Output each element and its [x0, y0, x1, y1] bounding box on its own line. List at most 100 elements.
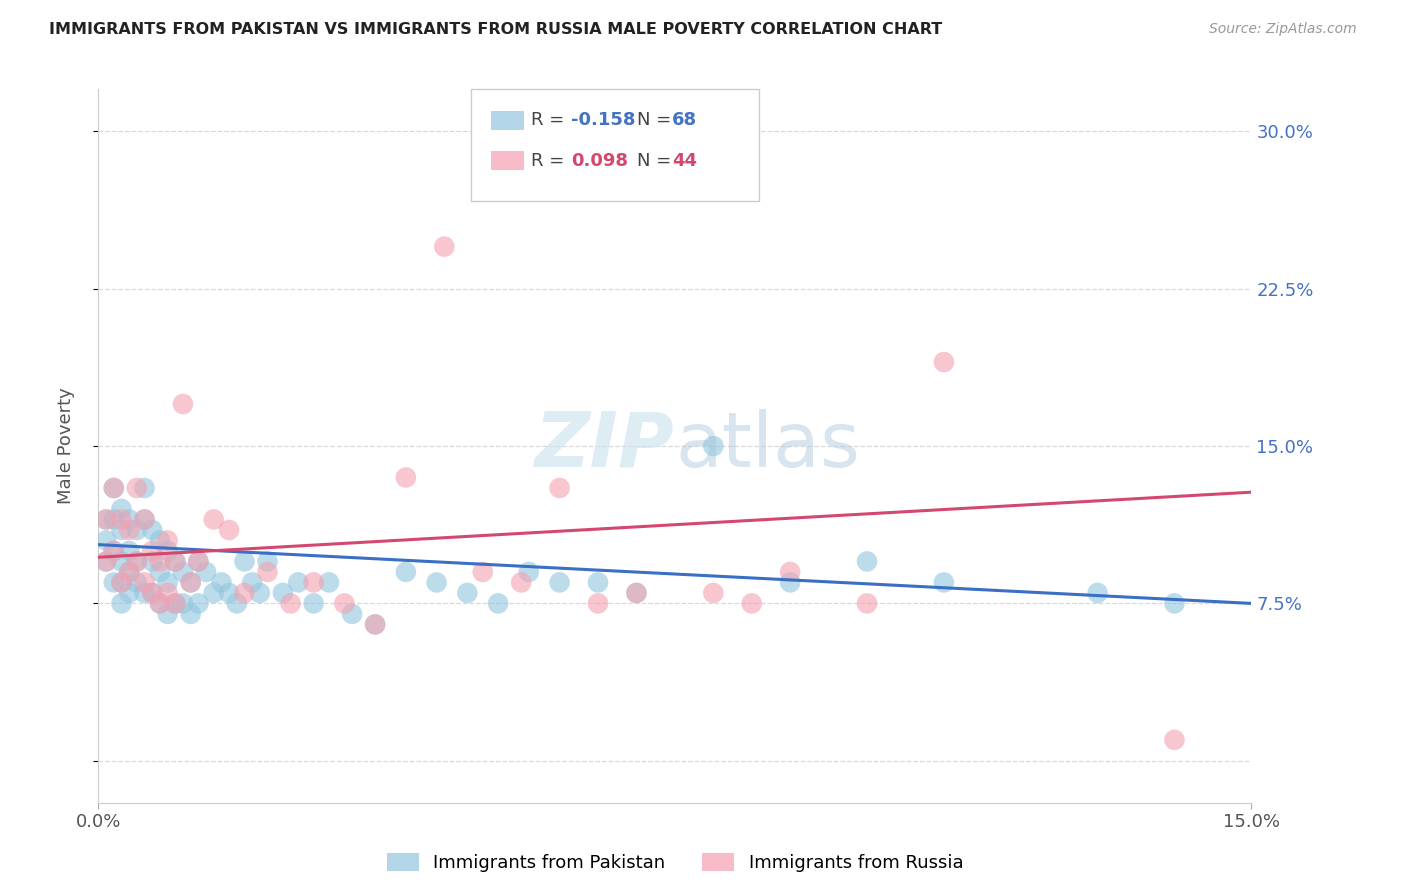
Point	[103, 512, 125, 526]
Point	[156, 544, 179, 558]
Point	[165, 554, 187, 568]
Point	[125, 554, 148, 568]
Point	[779, 565, 801, 579]
Text: 44: 44	[672, 152, 697, 169]
Point	[165, 596, 187, 610]
Point	[932, 575, 955, 590]
Point	[271, 586, 294, 600]
Text: Source: ZipAtlas.com: Source: ZipAtlas.com	[1209, 22, 1357, 37]
Point	[702, 586, 724, 600]
Point	[1087, 586, 1109, 600]
Point	[302, 575, 325, 590]
Point	[426, 575, 449, 590]
Point	[118, 512, 141, 526]
Point	[256, 554, 278, 568]
Point	[94, 554, 117, 568]
Point	[110, 575, 132, 590]
Point	[125, 481, 148, 495]
Point	[195, 565, 218, 579]
Point	[172, 596, 194, 610]
Point	[586, 575, 609, 590]
Text: N =: N =	[637, 112, 676, 129]
Point	[103, 481, 125, 495]
Point	[856, 554, 879, 568]
Point	[110, 596, 132, 610]
Point	[149, 565, 172, 579]
Point	[110, 554, 132, 568]
Legend: Immigrants from Pakistan, Immigrants from Russia: Immigrants from Pakistan, Immigrants fro…	[380, 847, 970, 880]
Point	[256, 565, 278, 579]
Point	[94, 512, 117, 526]
Point	[103, 544, 125, 558]
Point	[202, 512, 225, 526]
Point	[702, 439, 724, 453]
Point	[125, 523, 148, 537]
Point	[456, 586, 478, 600]
Point	[225, 596, 247, 610]
Point	[548, 575, 571, 590]
Point	[110, 523, 132, 537]
Point	[134, 575, 156, 590]
Point	[626, 586, 648, 600]
Point	[856, 596, 879, 610]
Point	[165, 596, 187, 610]
Point	[110, 575, 132, 590]
Point	[156, 533, 179, 548]
Point	[187, 554, 209, 568]
Point	[486, 596, 509, 610]
Point	[187, 596, 209, 610]
Point	[134, 512, 156, 526]
Point	[141, 586, 163, 600]
Text: IMMIGRANTS FROM PAKISTAN VS IMMIGRANTS FROM RUSSIA MALE POVERTY CORRELATION CHAR: IMMIGRANTS FROM PAKISTAN VS IMMIGRANTS F…	[49, 22, 942, 37]
Point	[932, 355, 955, 369]
Point	[103, 481, 125, 495]
Point	[364, 617, 387, 632]
Point	[172, 565, 194, 579]
Text: ZIP: ZIP	[536, 409, 675, 483]
Point	[156, 607, 179, 621]
Point	[134, 586, 156, 600]
Point	[118, 586, 141, 600]
Point	[125, 554, 148, 568]
Point	[156, 575, 179, 590]
Point	[741, 596, 763, 610]
Point	[110, 502, 132, 516]
Point	[103, 575, 125, 590]
Point	[471, 565, 494, 579]
Point	[209, 575, 232, 590]
Point	[249, 586, 271, 600]
Point	[141, 554, 163, 568]
Point	[94, 533, 117, 548]
Point	[364, 617, 387, 632]
Point	[548, 481, 571, 495]
Point	[118, 544, 141, 558]
Point	[141, 523, 163, 537]
Point	[1163, 732, 1185, 747]
Point	[118, 523, 141, 537]
Point	[287, 575, 309, 590]
Text: R =: R =	[531, 112, 571, 129]
Point	[340, 607, 363, 621]
Text: R =: R =	[531, 152, 571, 169]
Point	[779, 575, 801, 590]
Point	[218, 523, 240, 537]
Text: 68: 68	[672, 112, 697, 129]
Point	[1163, 596, 1185, 610]
Y-axis label: Male Poverty: Male Poverty	[56, 388, 75, 504]
Point	[180, 575, 202, 590]
Point	[141, 544, 163, 558]
Point	[156, 586, 179, 600]
Point	[180, 575, 202, 590]
Point	[118, 565, 141, 579]
Point	[510, 575, 533, 590]
Text: N =: N =	[637, 152, 676, 169]
Point	[187, 554, 209, 568]
Point	[94, 554, 117, 568]
Text: atlas: atlas	[675, 409, 859, 483]
Point	[110, 512, 132, 526]
Point	[395, 470, 418, 484]
Point	[333, 596, 356, 610]
Point	[202, 586, 225, 600]
Point	[103, 544, 125, 558]
Point	[318, 575, 340, 590]
